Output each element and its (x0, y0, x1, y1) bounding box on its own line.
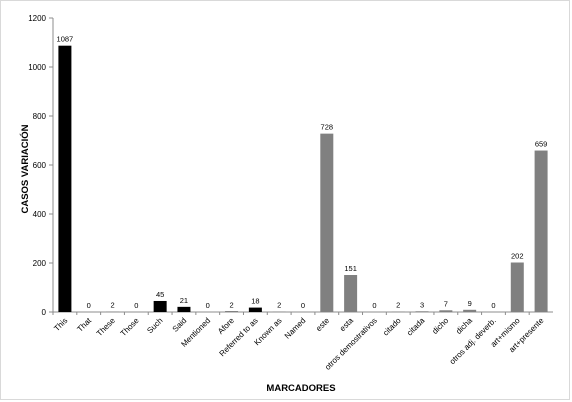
data-label: 0 (301, 301, 305, 310)
category-label: dicha (454, 316, 474, 336)
data-label: 7 (444, 299, 448, 308)
data-label: 659 (535, 140, 548, 149)
bar (344, 275, 358, 312)
category-label: That (75, 316, 93, 334)
category-label: este (314, 316, 331, 333)
y-tick-label: 800 (33, 112, 47, 121)
data-label: 2 (277, 301, 281, 310)
y-tick-label: 400 (33, 210, 47, 219)
y-tick-label: 200 (33, 259, 47, 268)
data-label: 0 (491, 301, 495, 310)
category-label: Said (171, 316, 189, 334)
y-tick-label: 600 (33, 161, 47, 170)
bar (463, 309, 477, 312)
data-label: 0 (87, 301, 91, 310)
y-tick-label: 1000 (28, 63, 46, 72)
category-label: These (95, 316, 117, 338)
data-label: 0 (134, 301, 138, 310)
bar (439, 310, 453, 312)
data-label: 3 (420, 300, 424, 309)
y-tick-label: 1200 (28, 14, 46, 23)
y-tick-label: 0 (42, 308, 47, 317)
category-label: Those (119, 316, 141, 338)
category-label: Named (283, 316, 308, 341)
bar (534, 150, 548, 312)
data-label: 0 (372, 301, 376, 310)
data-label: 21 (180, 296, 188, 305)
category-label: Afore (216, 316, 236, 336)
data-label: 151 (344, 264, 357, 273)
category-label: citado (381, 316, 403, 338)
bar (177, 306, 191, 312)
data-label: 18 (251, 297, 259, 306)
bar (153, 300, 167, 312)
x-axis-title: MARCADORES (266, 383, 335, 394)
data-label: 2 (396, 301, 400, 310)
category-label: Such (145, 316, 164, 335)
bar (320, 133, 334, 312)
category-label: esta (338, 316, 355, 333)
bar (510, 262, 524, 312)
data-label: 202 (511, 252, 524, 261)
bar (415, 311, 429, 312)
bar (248, 307, 262, 312)
data-label: 1087 (57, 35, 74, 44)
category-label: citada (405, 316, 427, 338)
category-label: This (52, 316, 69, 333)
data-label: 45 (156, 290, 164, 299)
data-label: 0 (206, 301, 210, 310)
data-label: 728 (321, 123, 334, 132)
data-label: 9 (468, 299, 472, 308)
y-axis-title: CASOS VARIACIÓN (19, 124, 31, 213)
category-label: dicho (430, 316, 450, 336)
data-label: 2 (110, 301, 114, 310)
bar (58, 45, 72, 313)
data-label: 2 (229, 301, 233, 310)
